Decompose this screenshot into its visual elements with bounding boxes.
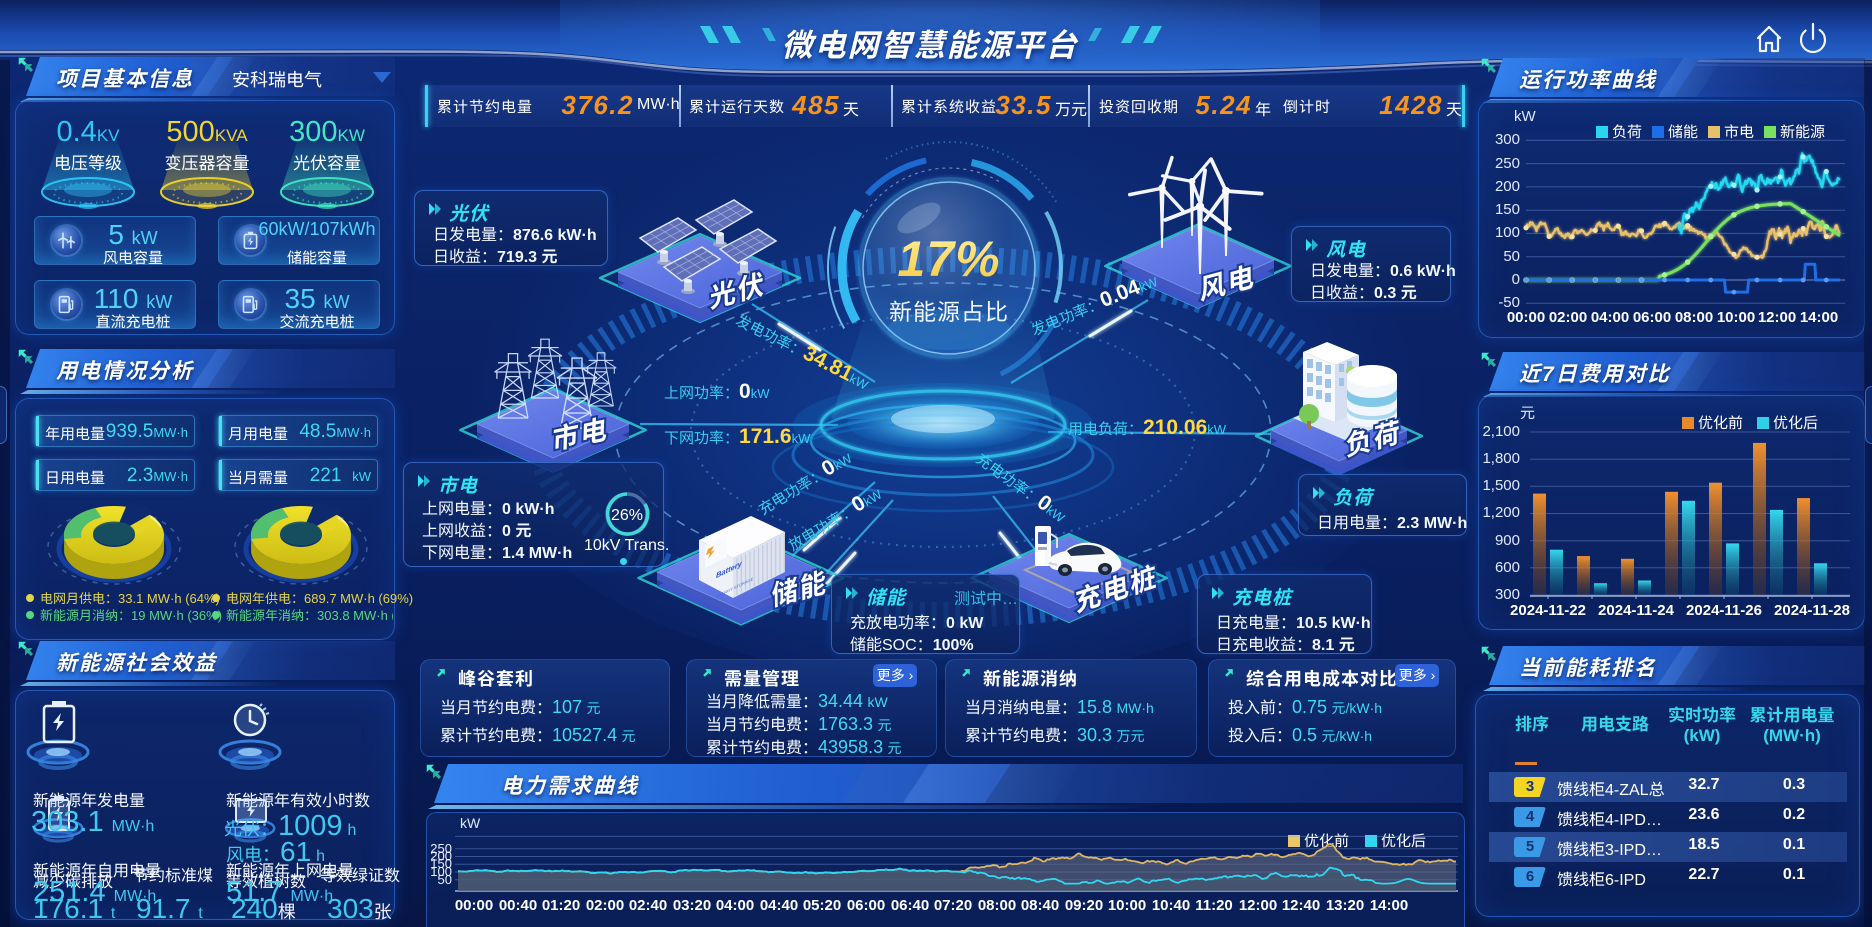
svg-text:26%: 26%: [611, 507, 643, 524]
svg-text:新能源占比: 新能源占比: [889, 299, 1009, 325]
svg-text:100: 100: [430, 864, 452, 879]
svg-text:250: 250: [430, 841, 452, 856]
svg-text:17%: 17%: [897, 231, 1000, 287]
svg-text:150: 150: [430, 856, 452, 871]
svg-text:50: 50: [438, 872, 452, 887]
svg-text:200: 200: [430, 849, 452, 864]
